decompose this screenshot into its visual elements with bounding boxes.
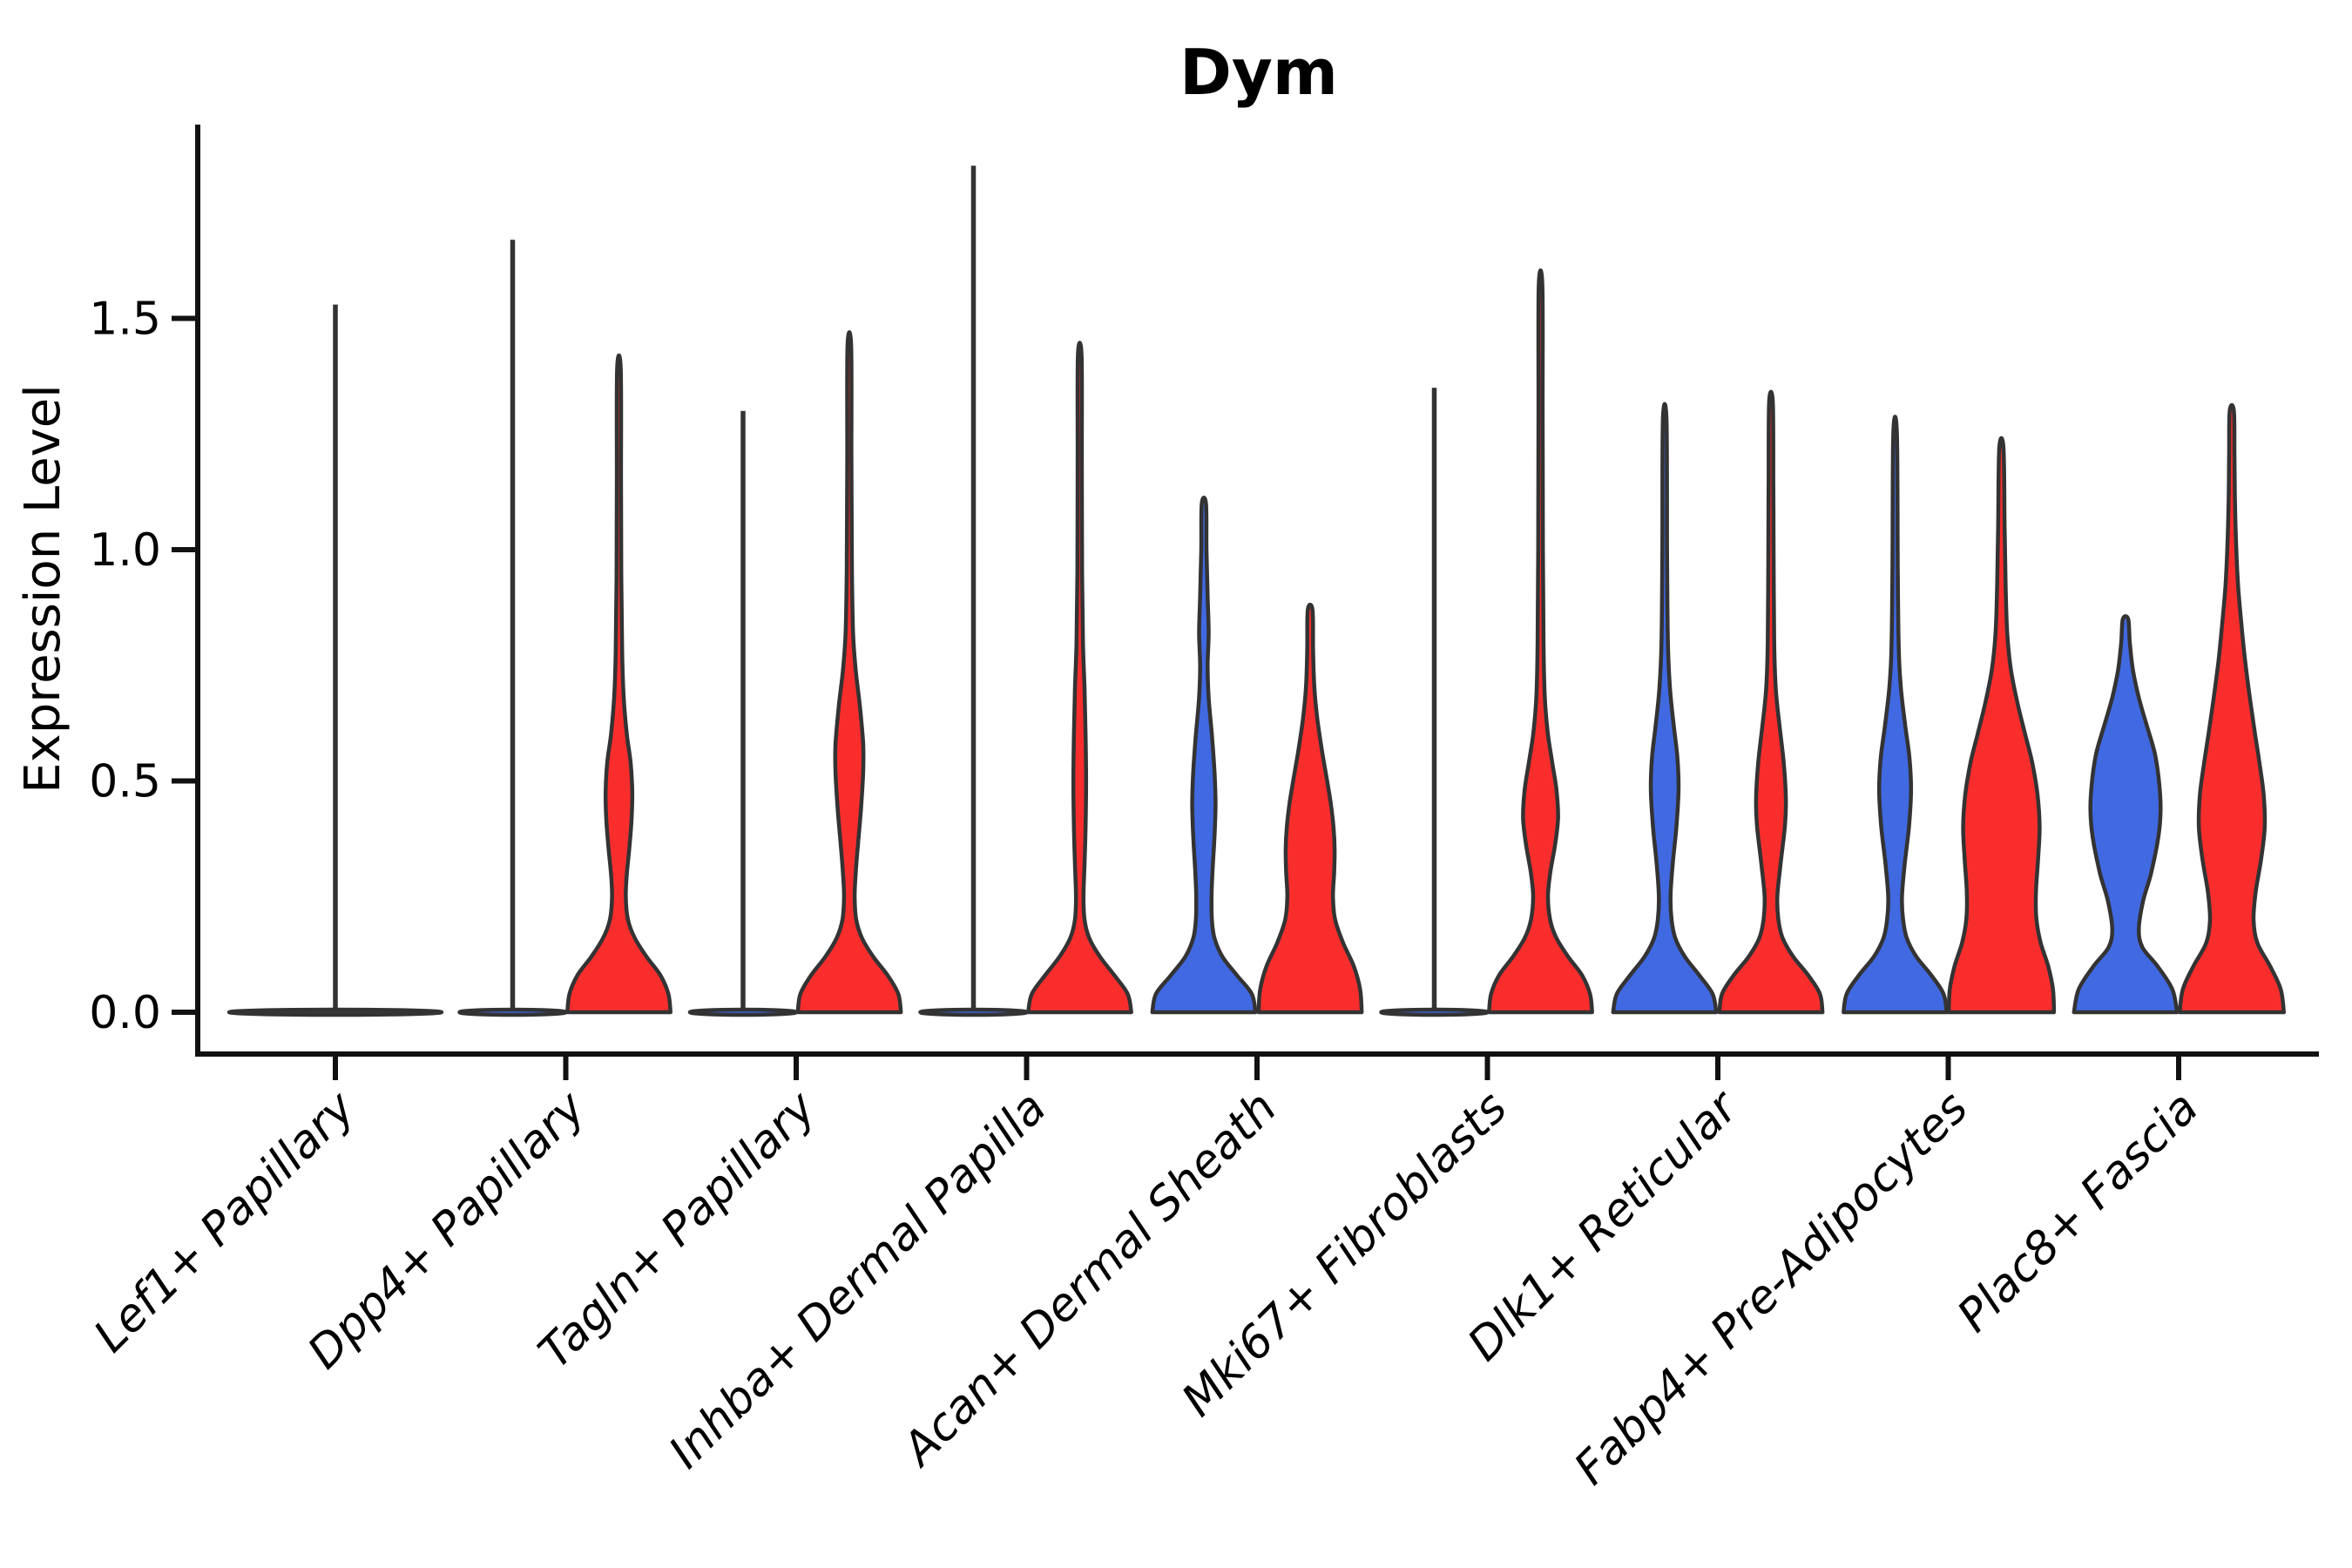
- x-category-label: Fabp4+ Pre-Adipocytes: [1565, 1082, 1978, 1496]
- violin-flat-body: [457, 1007, 568, 1017]
- x-category-label: Inhba+ Dermal Papilla: [659, 1082, 1057, 1479]
- violin-flat-body: [226, 1007, 444, 1017]
- violin-body-red: [1946, 436, 2057, 1015]
- violin-body-red: [1487, 268, 1594, 1015]
- axes-layer: [172, 125, 2319, 1080]
- violin-flat-body: [687, 1007, 799, 1017]
- axes-spines: [195, 125, 2319, 1057]
- violin-body-red: [2177, 402, 2287, 1015]
- y-axis-label: Expression Level: [15, 384, 71, 794]
- violin-body-blue: [1611, 402, 1719, 1015]
- violin-flat-body: [1379, 1007, 1490, 1017]
- violin-body-blue: [1150, 495, 1258, 1015]
- violin-body-red: [1717, 389, 1825, 1015]
- violin-body-blue: [2072, 614, 2180, 1015]
- violin-body-red: [565, 353, 672, 1015]
- y-tick-label: 1.5: [89, 294, 161, 346]
- violin-body-blue: [1842, 415, 1949, 1015]
- violin-body-red: [1256, 602, 1364, 1015]
- y-tick-label: 0.5: [89, 756, 161, 808]
- violin-flat-body: [918, 1007, 1029, 1017]
- chart-title: Dym: [1179, 36, 1338, 109]
- y-tick-label: 0.0: [89, 987, 161, 1039]
- violin-body-red: [795, 330, 903, 1015]
- x-category-label: Plac8+ Fascia: [1948, 1082, 2208, 1342]
- violin-body-red: [1026, 341, 1133, 1015]
- y-tick-label: 1.0: [89, 524, 161, 577]
- violins-layer: [226, 166, 2287, 1017]
- x-category-label: Acan+ Dermal Sheath: [891, 1082, 1287, 1477]
